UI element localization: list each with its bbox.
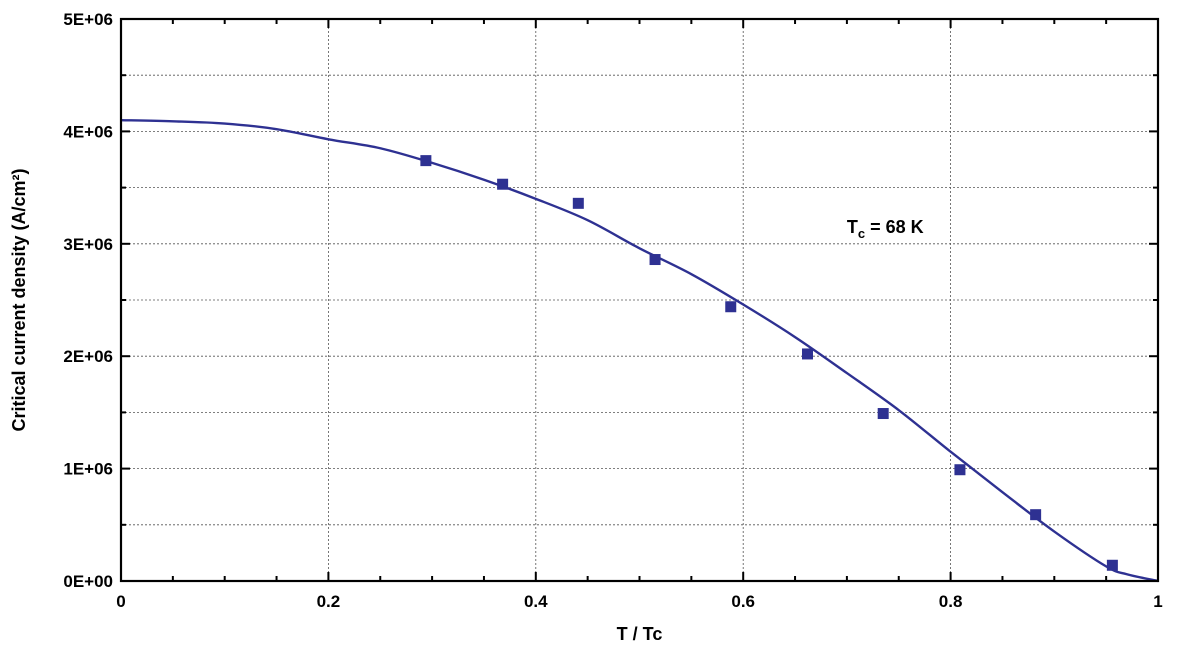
y-tick-labels: 0E+00 1E+06 2E+06 3E+06 4E+06 5E+06 (63, 10, 113, 591)
tc-annotation-sub: c (858, 226, 865, 241)
y-tick-label: 0E+00 (63, 572, 113, 591)
y-tick-label: 5E+06 (63, 10, 113, 29)
tc-annotation-rest: = 68 K (865, 217, 924, 237)
x-tick-labels: 0 0.2 0.4 0.6 0.8 1 (116, 592, 1162, 611)
data-point (649, 254, 661, 266)
tc-annotation: Tc = 68 K (847, 217, 924, 241)
data-points (420, 155, 1118, 571)
data-point (1030, 509, 1042, 521)
y-tick-label: 1E+06 (63, 460, 113, 479)
x-tick-label: 0.4 (524, 592, 548, 611)
x-tick-label: 0.8 (939, 592, 963, 611)
data-point (572, 197, 584, 209)
y-axis-title: Critical current density (A/cm²) (9, 168, 29, 431)
tc-annotation-main: T (847, 217, 858, 237)
data-point (725, 301, 737, 313)
data-point (497, 178, 509, 190)
data-point (420, 155, 432, 167)
data-point (801, 348, 813, 360)
grid (121, 19, 1158, 581)
x-tick-label: 0.2 (317, 592, 341, 611)
x-axis-title: T / Tc (617, 624, 663, 644)
x-tick-label: 0.6 (731, 592, 755, 611)
data-point (877, 408, 889, 420)
y-tick-label: 2E+06 (63, 347, 113, 366)
fit-curve (120, 118, 1159, 583)
y-tick-label: 3E+06 (63, 235, 113, 254)
data-point (1106, 559, 1118, 571)
x-tick-label: 0 (116, 592, 125, 611)
y-tick-label: 4E+06 (63, 122, 113, 141)
data-point (954, 464, 966, 476)
x-tick-label: 1 (1153, 592, 1162, 611)
plot-frame (119, 17, 1160, 583)
